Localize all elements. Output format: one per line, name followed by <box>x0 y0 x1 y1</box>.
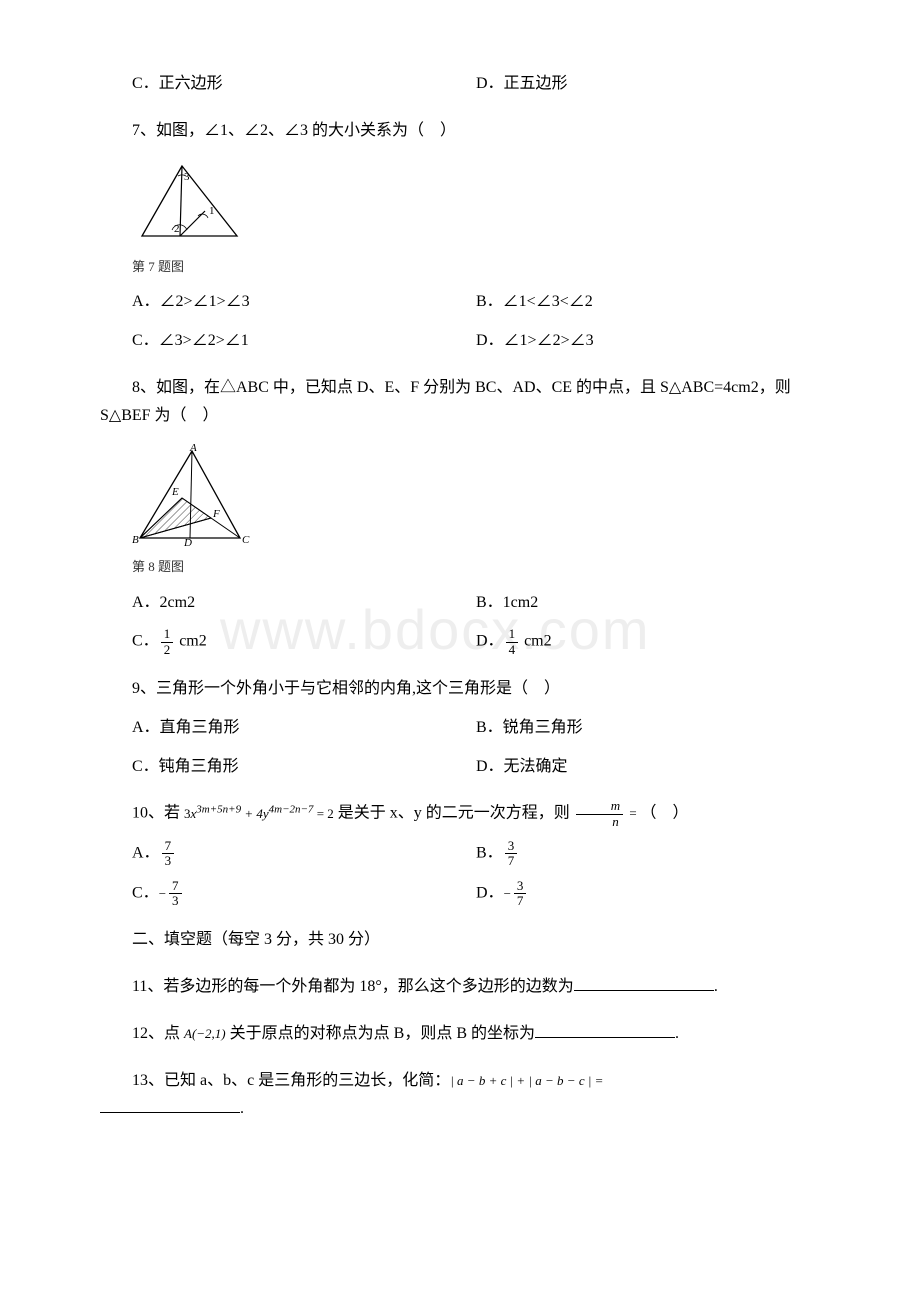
q8-text: 8、如图，在△ABC 中，已知点 D、E、F 分别为 BC、AD、CE 的中点，… <box>100 374 820 432</box>
q9-option-c: C．钝角三角形 <box>132 753 476 782</box>
q6-option-d: D．正五边形 <box>476 70 820 99</box>
svg-text:D: D <box>183 537 192 549</box>
q10-option-b: B．37 <box>476 839 820 869</box>
q7-option-c: C．∠3>∠2>∠1 <box>132 327 476 356</box>
q9-option-d: D．无法确定 <box>476 753 820 782</box>
q13-blank <box>100 1096 240 1113</box>
q9-option-a: A．直角三角形 <box>132 714 476 743</box>
q8-option-d: D．14 cm2 <box>476 627 820 657</box>
svg-text:B: B <box>132 534 139 546</box>
q8-caption: 第 8 题图 <box>132 555 820 578</box>
svg-text:C: C <box>242 534 250 546</box>
q12-blank <box>535 1021 675 1038</box>
section-2-heading: 二、填空题（每空 3 分，共 30 分） <box>100 926 820 955</box>
q9-option-b: B．锐角三角形 <box>476 714 820 743</box>
q8-option-b: B．1cm2 <box>476 589 820 618</box>
q7-option-b: B．∠1<∠3<∠2 <box>476 288 820 317</box>
q11-blank <box>574 974 714 991</box>
q8-option-a: A．2cm2 <box>132 589 476 618</box>
svg-text:F: F <box>212 508 220 520</box>
q10-option-a: A．73 <box>132 839 476 869</box>
q10-option-d: D．−37 <box>476 879 820 909</box>
svg-text:3: 3 <box>184 171 190 183</box>
q8-option-c: C．12 cm2 <box>132 627 476 657</box>
q11: 11、若多边形的每一个外角都为 18°，那么这个多边形的边数为. <box>100 973 820 1002</box>
q7-option-a: A．∠2>∠1>∠3 <box>132 288 476 317</box>
q13: 13、已知 a、b、c 是三角形的三边长，化简：| a − b + c | + … <box>100 1067 820 1125</box>
q12: 12、点 A(−2,1) 关于原点的对称点为点 B，则点 B 的坐标为. <box>100 1020 820 1049</box>
q9-text: 9、三角形一个外角小于与它相邻的内角,这个三角形是（ ） <box>100 675 820 704</box>
q8-figure: A B C D E F 第 8 题图 <box>132 443 820 578</box>
q7-option-d: D．∠1>∠2>∠3 <box>476 327 820 356</box>
svg-text:A: A <box>189 443 197 454</box>
q7-text: 7、如图，∠1、∠2、∠3 的大小关系为（ ） <box>100 117 820 146</box>
q6-option-c: C．正六边形 <box>132 70 476 99</box>
q10-text: 10、若 3x3m+5n+9 + 4y4m−2n−7 = 2 是关于 x、y 的… <box>100 799 820 829</box>
q10-option-c: C．−73 <box>132 879 476 909</box>
svg-text:E: E <box>171 486 179 498</box>
q7-figure: 3 1 2 第 7 题图 <box>132 158 820 278</box>
q7-caption: 第 7 题图 <box>132 255 820 278</box>
svg-text:1: 1 <box>209 205 215 217</box>
